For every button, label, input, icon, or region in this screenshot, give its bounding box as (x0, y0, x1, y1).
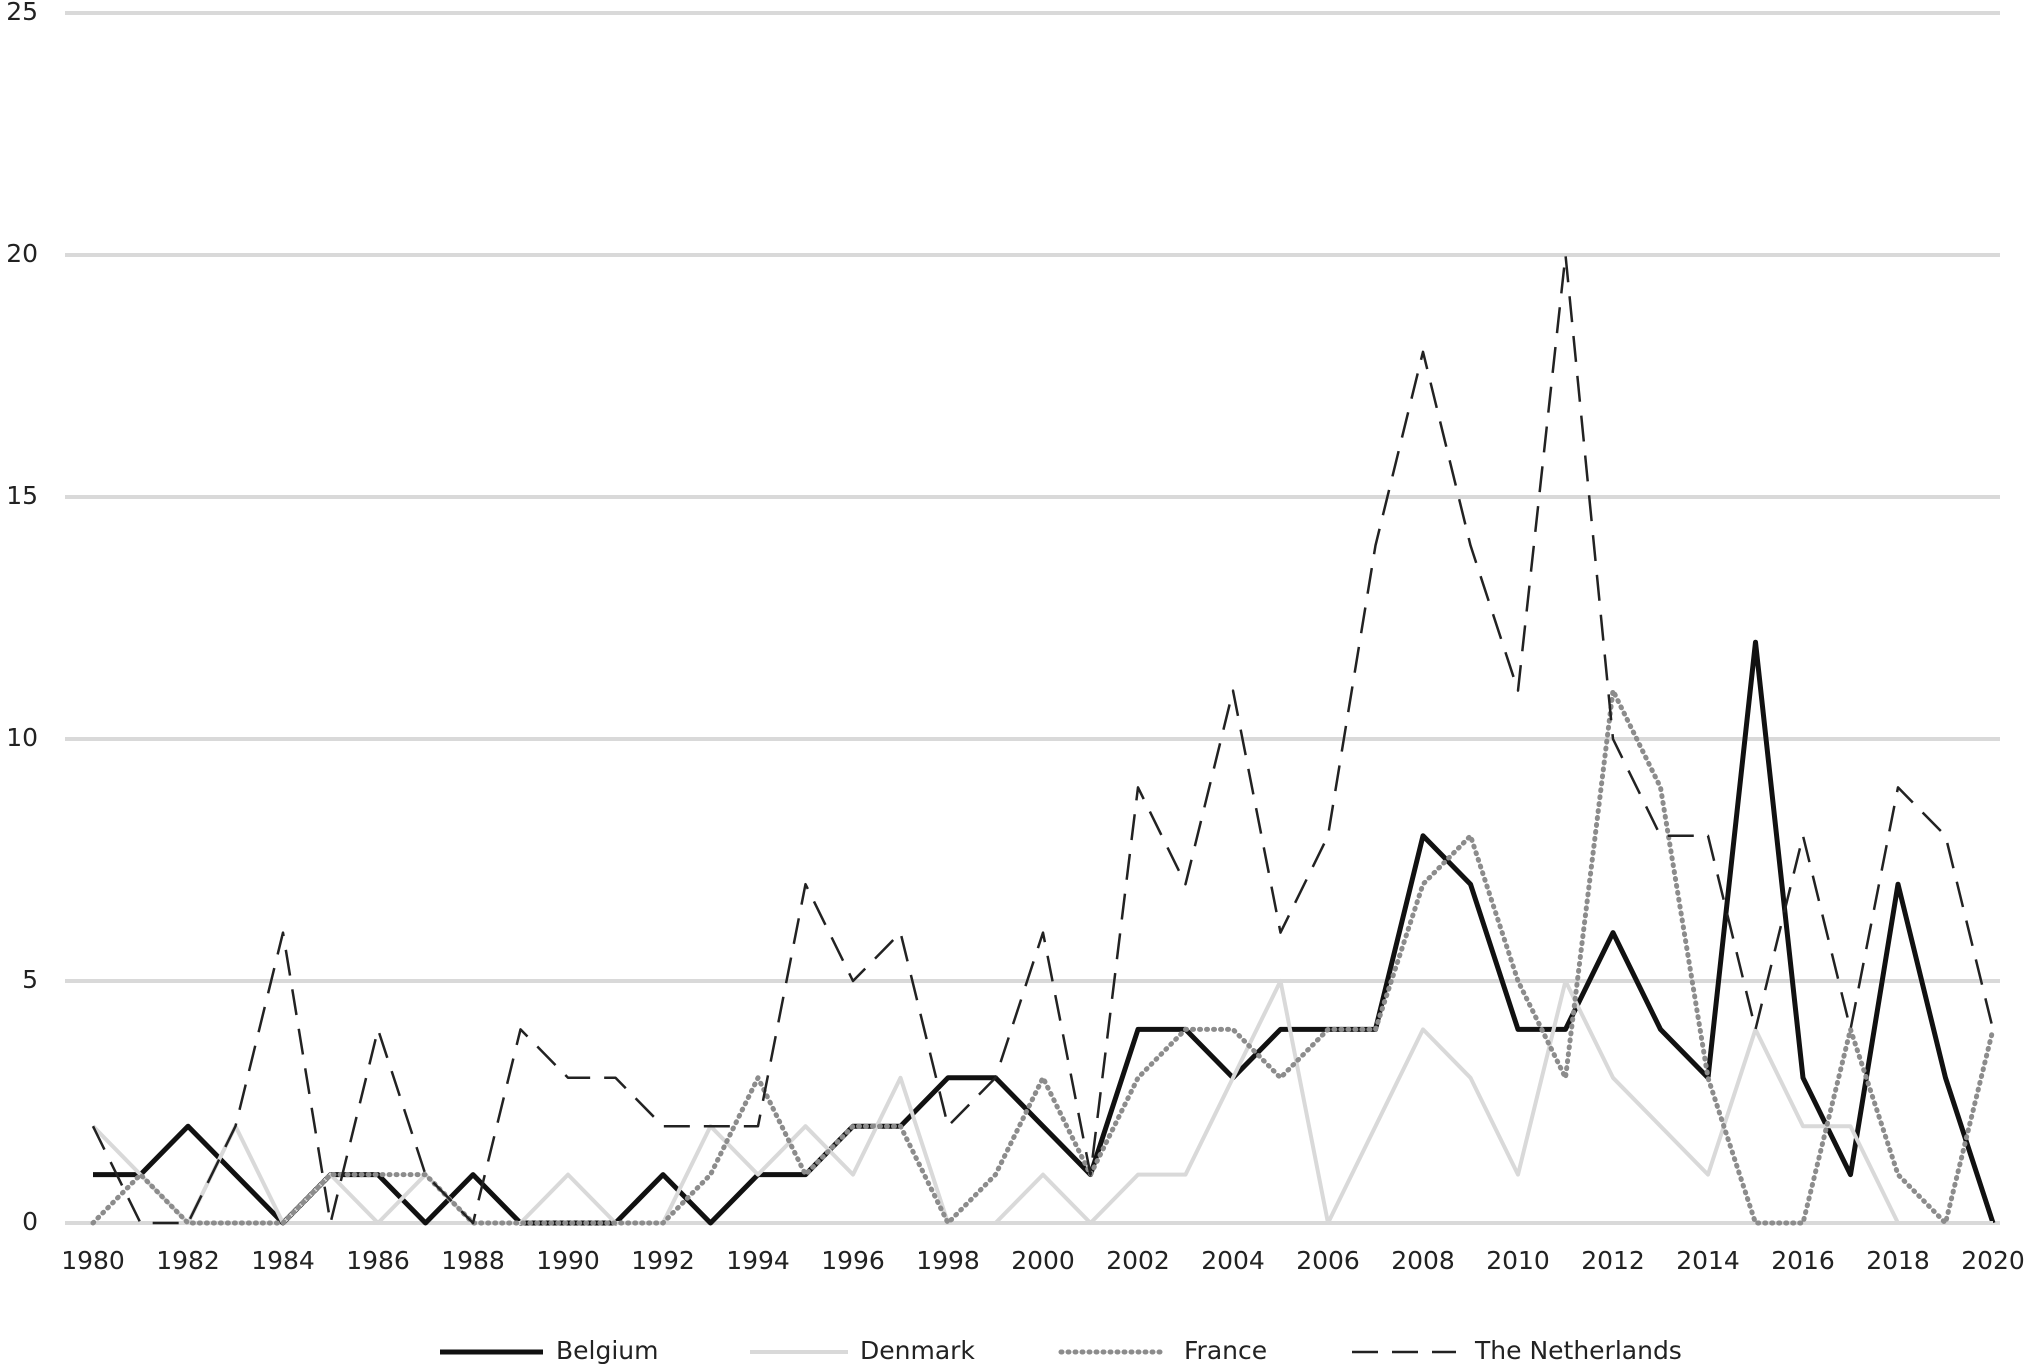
x-tick-label: 2008 (1391, 1246, 1455, 1275)
x-tick-label: 1988 (441, 1246, 505, 1275)
x-tick-label: 2014 (1676, 1246, 1740, 1275)
y-tick-label: 0 (22, 1207, 38, 1236)
series-line (90, 688, 1996, 1226)
series-line (93, 639, 1996, 1226)
x-tick-label: 2010 (1486, 1246, 1550, 1275)
y-tick-label: 15 (6, 481, 38, 510)
legend-label: France (1184, 1336, 1267, 1365)
y-tick-label: 5 (22, 965, 38, 994)
x-tick-label: 2020 (1961, 1246, 2025, 1275)
x-tick-label: 1996 (821, 1246, 885, 1275)
x-tick-label: 1982 (156, 1246, 220, 1275)
x-tick-label: 1990 (536, 1246, 600, 1275)
x-tick-label: 2000 (1011, 1246, 1075, 1275)
legend-label: The Netherlands (1474, 1336, 1682, 1365)
x-tick-label: 2016 (1771, 1246, 1835, 1275)
y-tick-label: 10 (6, 723, 38, 752)
x-tick-label: 2006 (1296, 1246, 1360, 1275)
x-tick-label: 1984 (251, 1246, 315, 1275)
x-tick-label: 1986 (346, 1246, 410, 1275)
x-tick-label: 2018 (1866, 1246, 1930, 1275)
y-tick-label: 25 (6, 0, 38, 26)
series-line (91, 253, 1995, 1225)
y-tick-label: 20 (6, 239, 38, 268)
legend-label: Belgium (556, 1336, 659, 1365)
series-line (91, 979, 1993, 1225)
x-tick-label: 1992 (631, 1246, 695, 1275)
x-tick-label: 1998 (916, 1246, 980, 1275)
x-tick-label: 2004 (1201, 1246, 1265, 1275)
x-tick-label: 1980 (61, 1246, 125, 1275)
x-tick-label: 1994 (726, 1246, 790, 1275)
legend-label: Denmark (860, 1336, 975, 1365)
x-tick-label: 2012 (1581, 1246, 1645, 1275)
x-tick-label: 2002 (1106, 1246, 1170, 1275)
